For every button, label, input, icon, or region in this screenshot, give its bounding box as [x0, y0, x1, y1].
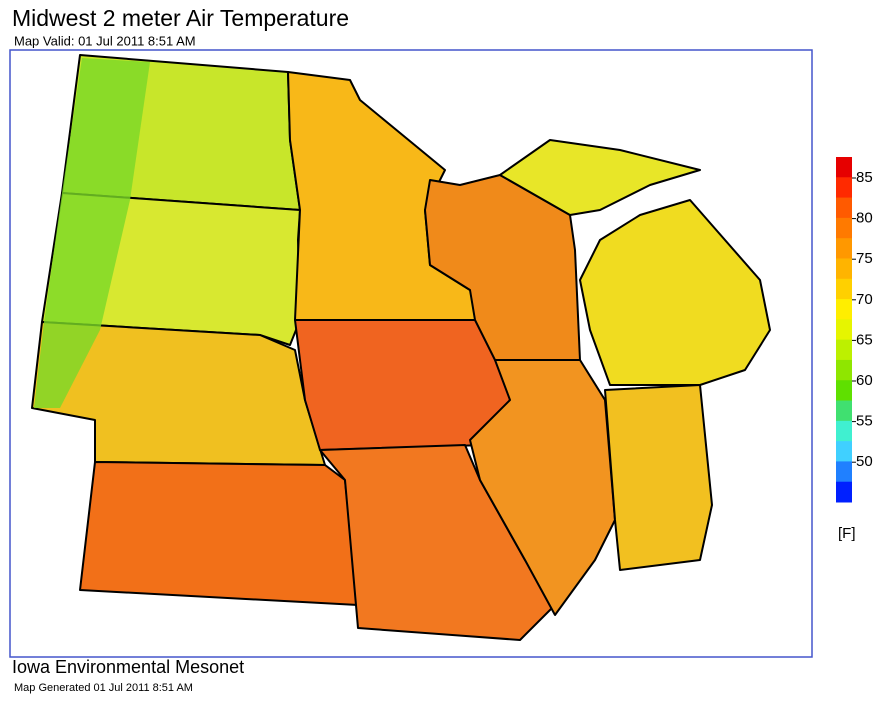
colorbar-label: 50 [856, 453, 873, 470]
map [31, 54, 771, 641]
colorbar-segment [836, 238, 852, 259]
colorbar-segment [836, 461, 852, 483]
colorbar-segment [836, 157, 852, 178]
colorbar-segment [836, 380, 852, 402]
colorbar-label: 55 [856, 413, 873, 430]
colorbar-segment [836, 177, 852, 199]
colorbar-segment [836, 339, 852, 361]
title: Midwest 2 meter Air Temperature [12, 5, 349, 31]
colorbar-segment [836, 441, 852, 462]
colorbar-segment [836, 420, 852, 442]
colorbar-segment [836, 258, 852, 280]
colorbar-segment [836, 299, 852, 320]
colorbar-label: 65 [856, 331, 873, 348]
footer-org: Iowa Environmental Mesonet [12, 657, 244, 677]
legend-unit: [F] [838, 525, 856, 542]
colorbar-segment [836, 278, 852, 300]
colorbar-segment [836, 319, 852, 341]
colorbar-label: 85 [856, 169, 873, 186]
colorbar-segment [836, 359, 852, 381]
colorbar-label: 80 [856, 210, 873, 227]
footer-generated: Map Generated 01 Jul 2011 8:51 AM [14, 682, 193, 694]
colorbar-segment [836, 400, 852, 422]
colorbar-segment [836, 481, 852, 503]
colorbar-label: 75 [856, 250, 873, 267]
colorbar-segment [836, 217, 852, 239]
colorbar-label: 70 [856, 291, 873, 308]
colorbar-segment [836, 197, 852, 219]
colorbar-label: 60 [856, 372, 873, 389]
subtitle: Map Valid: 01 Jul 2011 8:51 AM [14, 33, 196, 48]
